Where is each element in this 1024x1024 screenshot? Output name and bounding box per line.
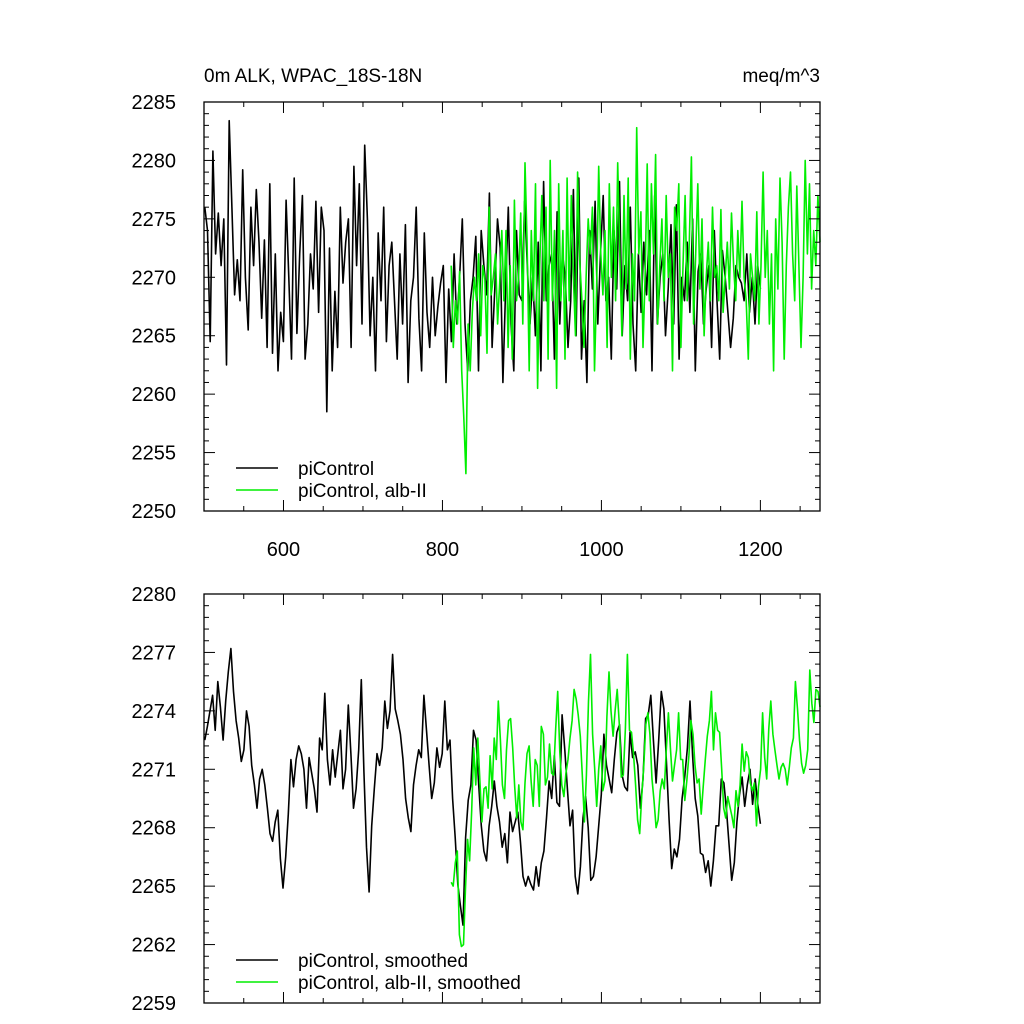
x-tick-label: 1000 [579, 539, 624, 561]
y-tick-label: 2271 [132, 759, 177, 781]
y-tick-label: 2277 [132, 642, 177, 664]
x-tick-label: 1200 [738, 539, 783, 561]
y-tick-label: 2262 [132, 935, 177, 957]
series-line-picontrol [204, 119, 762, 413]
legend-label-picontrol-smoothed: piControl, smoothed [298, 951, 468, 972]
y-tick-label: 2285 [132, 92, 177, 114]
ticks-layer: 2259 2262 2265 2268 2271 2274 2277 2280 [132, 584, 820, 1015]
legend-label-picontrol-alb-ii: piControl, alb-II [298, 481, 427, 502]
bottom-panel: 2259 2262 2265 2268 2271 2274 2277 2280 piContr… [132, 584, 821, 1015]
y-tick-label: 2270 [132, 267, 177, 289]
series-line-picontrol-smoothed [204, 647, 762, 926]
y-tick-label: 2265 [132, 326, 177, 348]
panel-title-left: 0m ALK, WPAC_18S-18N [204, 66, 422, 87]
x-tick-label: 600 [267, 539, 300, 561]
legend-label-picontrol-alb-ii-smoothed: piControl, alb-II, smoothed [298, 973, 521, 994]
series-line-picontrol-alb-ii-smoothed [450, 653, 821, 948]
x-tick-label: 800 [426, 539, 459, 561]
y-tick-label: 2268 [132, 818, 177, 840]
y-tick-label: 2275 [132, 209, 177, 231]
plot-frame [203, 101, 821, 512]
series-layer [204, 647, 821, 948]
panel-title-right: meq/m^3 [742, 66, 820, 87]
y-tick-label: 2280 [132, 150, 177, 172]
y-tick-label: 2274 [132, 701, 177, 723]
y-tick-label: 2280 [132, 584, 177, 606]
y-tick-label: 2255 [132, 443, 177, 465]
y-tick-label: 2250 [132, 501, 177, 523]
y-tick-label: 2260 [132, 384, 177, 406]
series-line-picontrol-alb-ii [450, 126, 821, 475]
legend: piControl, smoothed piControl, alb-II, s… [236, 951, 521, 994]
top-panel: 0m ALK, WPAC_18S-18N meq/m^3 2250 2255 226… [132, 66, 821, 561]
legend: piControl piControl, alb-II [236, 459, 427, 502]
y-tick-label: 2259 [132, 993, 177, 1015]
legend-label-picontrol: piControl [298, 459, 374, 480]
series-layer [204, 119, 821, 475]
y-tick-label: 2265 [132, 876, 177, 898]
ticks-layer: 2250 2255 2260 2265 2270 2275 2280 2285 600 800 10… [132, 92, 820, 561]
plot-frame [203, 593, 821, 1004]
